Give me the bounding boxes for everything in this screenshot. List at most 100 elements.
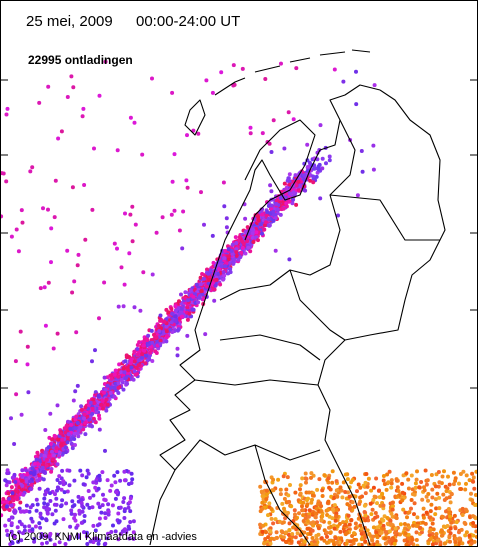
discharge (243, 216, 248, 221)
discharge (4, 179, 9, 184)
discharge (92, 401, 97, 405)
discharge (44, 463, 49, 468)
discharge (293, 512, 297, 517)
discharge (284, 530, 289, 535)
discharge (338, 529, 343, 534)
discharge (430, 495, 435, 500)
discharge (460, 541, 465, 546)
discharge (87, 505, 92, 510)
discharge (246, 245, 251, 250)
discharge (134, 365, 139, 370)
discharge (248, 125, 253, 130)
discharge (406, 477, 411, 482)
discharge (65, 440, 70, 445)
discharge (241, 241, 246, 246)
discharge (200, 272, 205, 276)
discharge (287, 528, 292, 532)
discharge (240, 245, 245, 250)
discharge (103, 511, 108, 516)
discharge (409, 473, 414, 478)
discharge (181, 209, 186, 214)
discharge (55, 462, 60, 467)
discharge (442, 469, 446, 474)
discharge (67, 468, 72, 473)
discharge (461, 469, 466, 474)
discharge (457, 541, 462, 546)
discharge (4, 112, 9, 117)
discharge (273, 212, 278, 217)
discharge (124, 376, 128, 380)
discharge (279, 61, 283, 66)
discharge (5, 533, 10, 537)
discharge (39, 532, 44, 536)
discharge (260, 529, 265, 534)
discharge (217, 267, 222, 271)
discharge (371, 525, 376, 530)
discharge (15, 525, 20, 530)
discharge (158, 342, 163, 346)
discharge (100, 470, 105, 475)
discharge (210, 90, 215, 95)
discharge (197, 294, 202, 298)
discharge (196, 300, 201, 305)
discharge (326, 507, 330, 512)
discharge (226, 271, 231, 276)
discharge (111, 523, 115, 528)
discharge (43, 492, 48, 497)
discharge (358, 523, 363, 528)
discharge (121, 500, 126, 504)
discharge (311, 174, 316, 179)
discharge (280, 529, 285, 534)
discharge (45, 502, 50, 507)
discharge (389, 537, 394, 542)
discharge (39, 535, 44, 539)
discharge (109, 483, 114, 488)
discharge (116, 385, 121, 390)
discharge (343, 490, 348, 494)
discharge (172, 152, 177, 157)
discharge (50, 449, 54, 454)
discharge (82, 412, 87, 417)
date: 25 mei, 2009 (26, 13, 113, 30)
discharge (463, 533, 468, 538)
discharge (75, 383, 80, 388)
discharge (347, 522, 352, 527)
discharge (10, 491, 15, 496)
discharge (294, 66, 299, 71)
discharge (278, 487, 283, 492)
discharge (110, 503, 115, 508)
discharge (43, 323, 48, 328)
discharge (447, 482, 452, 487)
discharge (250, 227, 255, 232)
discharge (303, 516, 308, 521)
discharge (327, 520, 332, 525)
discharge (291, 197, 296, 202)
discharge (256, 238, 260, 243)
discharge (53, 508, 58, 513)
discharge (372, 494, 377, 499)
discharge (287, 521, 292, 526)
discharge (286, 532, 291, 537)
discharge (239, 250, 244, 255)
discharge (221, 270, 226, 275)
discharge (4, 483, 9, 488)
discharge (469, 541, 474, 546)
discharge (274, 202, 279, 206)
discharge (37, 477, 42, 482)
discharge (115, 470, 120, 475)
discharge (206, 271, 211, 276)
discharge (273, 216, 278, 220)
discharge (127, 251, 132, 256)
discharge (183, 290, 188, 295)
discharge (9, 529, 14, 534)
discharge (97, 478, 102, 483)
discharge (55, 485, 60, 490)
discharge (353, 526, 358, 531)
discharge (287, 199, 291, 204)
discharge (286, 510, 290, 515)
discharge (115, 246, 119, 251)
discharge (116, 381, 121, 386)
discharge (383, 536, 388, 541)
discharge (133, 222, 138, 227)
